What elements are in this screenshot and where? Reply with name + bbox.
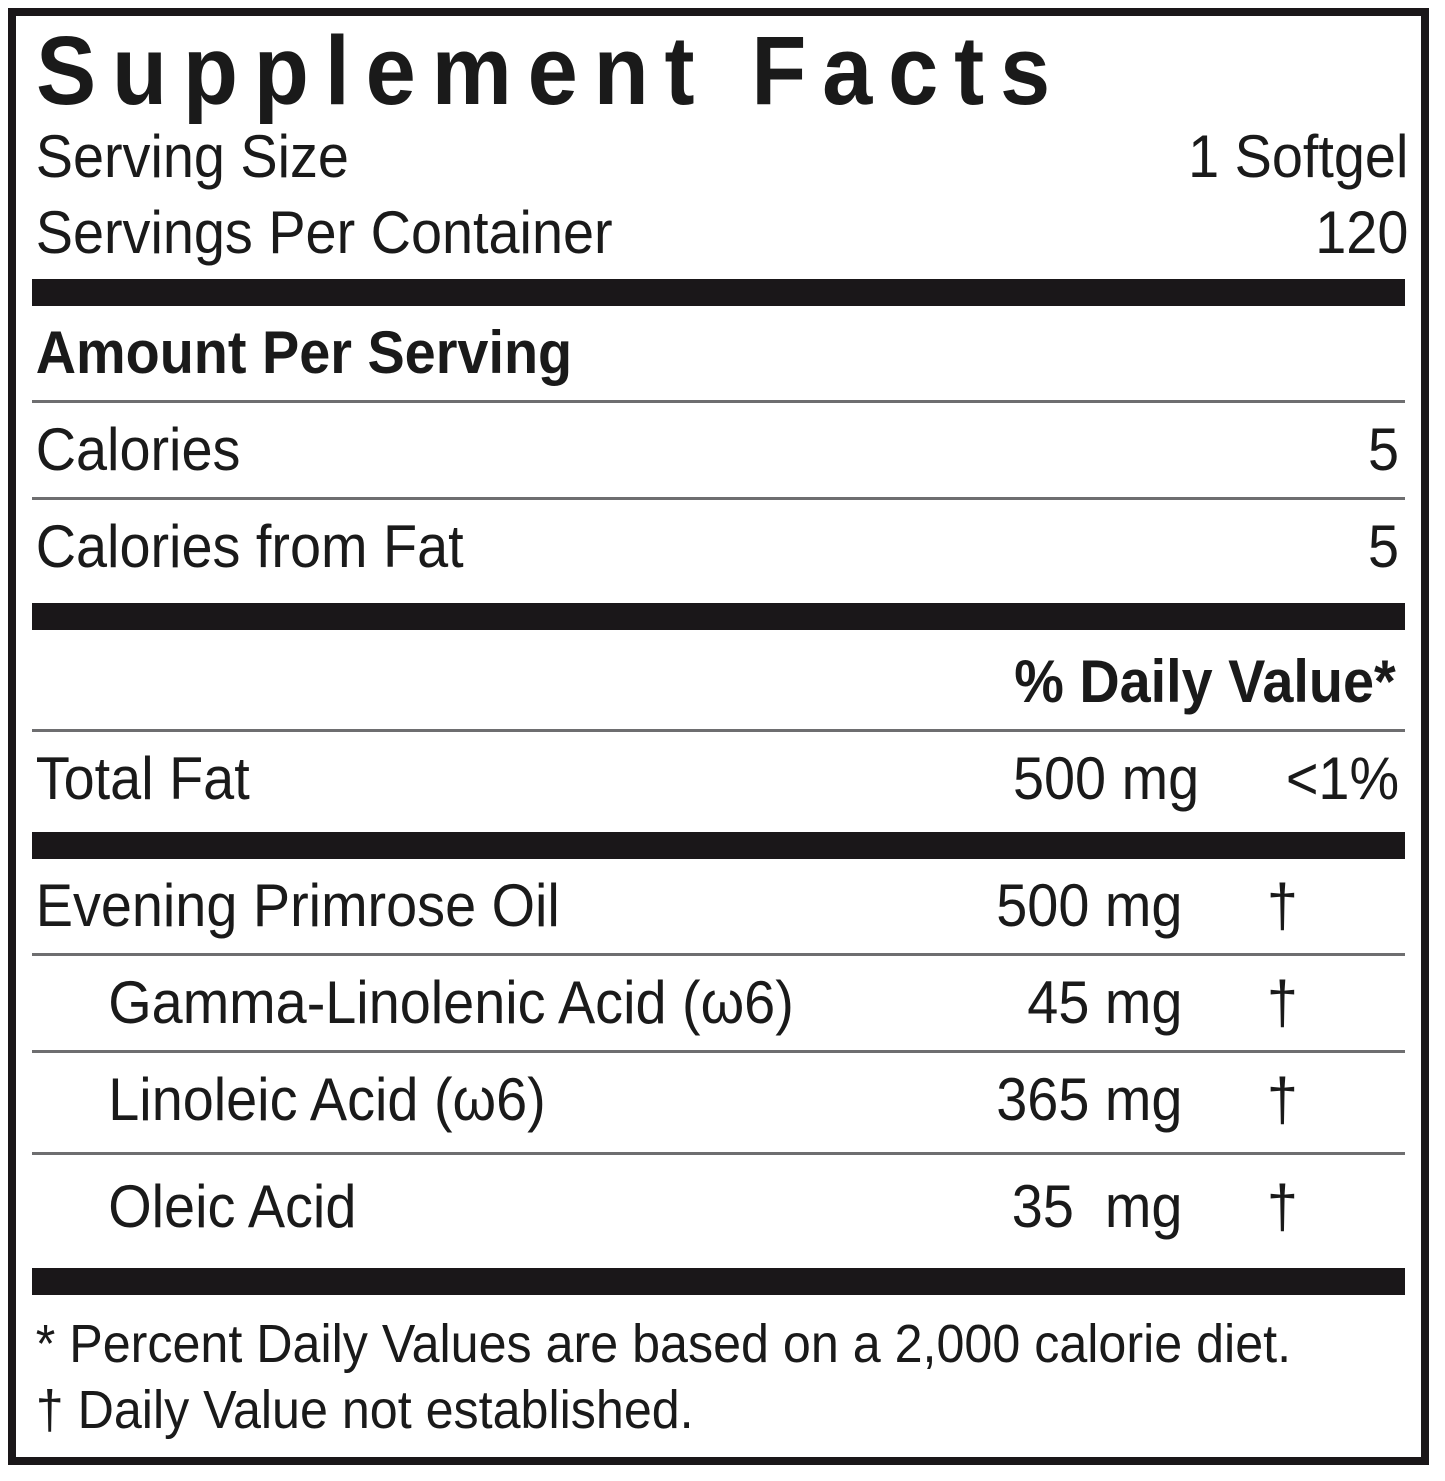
table-row-calories-from-fat: Calories from Fat 5	[32, 517, 1405, 577]
calories-value: 5	[1368, 416, 1400, 484]
serving-size-label: Serving Size	[35, 123, 349, 190]
gamma-linolenic-acid-amount: 45 mg	[1027, 969, 1183, 1037]
rule-under-evening-primrose-oil	[32, 953, 1405, 957]
table-row-calories: Calories 5	[32, 420, 1405, 480]
linoleic-acid-daily-value: †	[1266, 1066, 1298, 1134]
amount-per-serving-header: Amount Per Serving	[35, 319, 573, 387]
spacer	[32, 1295, 1405, 1312]
servings-per-container-value: 120	[1315, 198, 1409, 266]
linoleic-acid-label: Linoleic Acid (ω6)	[108, 1066, 546, 1134]
serving-size-row: Serving Size 1 Softgel	[32, 119, 1410, 195]
rule-under-gamma-linolenic-acid	[32, 1050, 1405, 1054]
table-row-total-fat: Total Fat 500 mg <1%	[32, 749, 1405, 809]
rule-under-linoleic-acid	[32, 1152, 1405, 1156]
evening-primrose-oil-daily-value: †	[1266, 872, 1298, 940]
divider-bar-middle	[32, 603, 1405, 631]
footnote-percent-daily-value: * Percent Daily Values are based on a 2,…	[35, 1314, 1292, 1375]
servings-per-container-row: Servings Per Container 120	[32, 195, 1410, 271]
evening-primrose-oil-amount: 500 mg	[996, 872, 1183, 940]
rule-under-dv-header	[32, 729, 1405, 733]
table-row-evening-primrose-oil: Evening Primrose Oil 500 mg †	[32, 876, 1405, 936]
daily-value-header: % Daily Value*	[1014, 648, 1396, 716]
rule-under-calories	[32, 497, 1405, 501]
oleic-acid-amount: 35 mg	[1011, 1173, 1183, 1241]
page-title: Supplement Facts	[36, 16, 1066, 125]
oleic-acid-label: Oleic Acid	[108, 1173, 357, 1241]
gamma-linolenic-acid-daily-value: †	[1266, 969, 1298, 1037]
total-fat-label: Total Fat	[35, 745, 250, 813]
total-fat-daily-value: <1%	[1285, 745, 1400, 813]
spacer	[32, 1130, 1405, 1152]
divider-bar-footnotes	[32, 1268, 1405, 1296]
table-row-linoleic-acid: Linoleic Acid (ω6) 365 mg †	[32, 1070, 1405, 1130]
divider-bar-ingredients	[32, 832, 1405, 860]
spacer	[32, 1237, 1405, 1259]
calories-from-fat-value: 5	[1368, 513, 1400, 581]
table-row-oleic-acid: Oleic Acid 35 mg †	[32, 1177, 1405, 1237]
footnote-daily-value-not-established: † Daily Value not established.	[35, 1380, 694, 1441]
servings-per-container-label: Servings Per Container	[35, 198, 613, 266]
serving-size-value: 1 Softgel	[1188, 123, 1409, 190]
gamma-linolenic-acid-label: Gamma-Linolenic Acid (ω6)	[108, 969, 794, 1037]
calories-from-fat-label: Calories from Fat	[35, 513, 464, 581]
table-row-gamma-linolenic-acid: Gamma-Linolenic Acid (ω6) 45 mg †	[32, 973, 1405, 1033]
divider-bar-top	[32, 279, 1405, 307]
calories-label: Calories	[35, 416, 241, 484]
linoleic-acid-amount: 365 mg	[996, 1066, 1183, 1134]
evening-primrose-oil-label: Evening Primrose Oil	[35, 872, 560, 940]
rule-under-amount-header	[32, 400, 1405, 404]
supplement-facts-panel: Supplement Facts Serving Size 1 Softgel …	[8, 8, 1429, 1465]
oleic-acid-daily-value: †	[1266, 1173, 1298, 1241]
total-fat-amount: 500 mg	[1012, 745, 1200, 813]
